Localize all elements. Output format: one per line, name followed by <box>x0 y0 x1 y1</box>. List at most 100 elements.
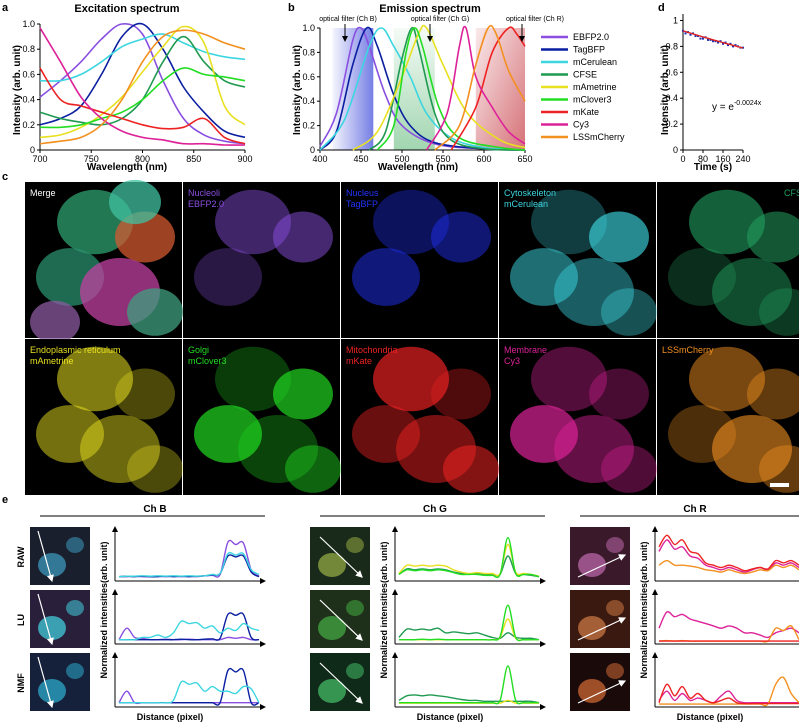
cell-blob <box>115 368 175 420</box>
data-point <box>734 44 737 47</box>
micrograph-label: LSSmCherry <box>662 345 714 355</box>
panel-b-y-tick-label: 0.8 <box>302 47 315 57</box>
legend-label-mclover3: mClover3 <box>573 95 612 105</box>
thumbnail-cell <box>66 537 84 553</box>
micrograph-label: Nucleus <box>346 188 379 198</box>
panel-d-x-tick-label: 240 <box>735 154 750 164</box>
excitation-series-cy3 <box>39 27 246 146</box>
panel-d-y-tick-label: 0.2 <box>665 119 678 129</box>
profile-trace <box>658 624 799 643</box>
panel-b-x-tick-label: 600 <box>476 154 491 164</box>
cell-blob <box>127 288 183 336</box>
row-label: LU <box>16 614 26 626</box>
cell-blob <box>531 346 607 412</box>
excitation-series-ebfp2.0 <box>39 23 246 145</box>
profile-trace <box>118 612 260 641</box>
thumbnail-cell <box>346 537 364 553</box>
profile-trace <box>398 543 540 577</box>
panel-b-legend: EBFP2.0 TagBFP mCerulean CFSE mAmetrine mClov… <box>541 32 625 142</box>
cell-blob <box>215 189 291 255</box>
panel-d-y-tick-label: 0.6 <box>665 67 678 77</box>
profile-trace <box>658 683 799 705</box>
legend-label-tagbfp: TagBFP <box>573 45 605 55</box>
legend-label-mkate: mKate <box>573 107 599 117</box>
cell-blob <box>668 248 736 306</box>
profile-trace <box>118 690 259 705</box>
cell-blob <box>554 258 634 326</box>
cell-blob <box>127 445 183 493</box>
cell-blob <box>510 248 578 306</box>
data-point <box>729 42 732 45</box>
panel-a-x-tick-label: 750 <box>84 154 99 164</box>
data-point <box>724 41 727 44</box>
panel-a-x-tick-label: 800 <box>135 154 150 164</box>
micrograph-label: Membrane <box>504 345 547 355</box>
emission-series-cfse <box>368 26 526 151</box>
profile-trace <box>119 667 260 706</box>
cell-blob <box>601 288 657 336</box>
cell-blob <box>194 405 262 463</box>
profile-ylabel: Normalized intensities(arb. unit) <box>639 541 649 678</box>
micrograph-label: Merge <box>30 188 56 198</box>
profile-trace <box>398 627 540 641</box>
thumbnail-cell <box>318 553 346 577</box>
cell-blob <box>589 211 649 263</box>
panel-a-y-tick-label: 1.0 <box>22 19 35 29</box>
cell-blob <box>373 189 449 255</box>
profile-trace <box>118 554 260 578</box>
excitation-series-mkate <box>39 67 246 145</box>
panel-a-y-tick-label: 0.6 <box>22 69 35 79</box>
micrograph-label: Golgi <box>188 345 209 355</box>
cell-blob <box>431 368 491 420</box>
panel-d-equation: y = e-0.0024x <box>712 100 762 113</box>
profile-trace <box>118 539 260 578</box>
emission-series-mkate <box>450 26 526 151</box>
cell-blob <box>589 368 649 420</box>
panel-letter-d: d <box>658 2 665 14</box>
micrograph-label: mKate <box>346 356 372 366</box>
legend-label-ebfp2.0: EBFP2.0 <box>573 32 609 42</box>
micrograph-label: CFSE <box>784 188 799 198</box>
panel-letter-a: a <box>2 2 9 14</box>
emission-series-tagbfp <box>319 26 526 151</box>
profile-trace <box>118 551 260 578</box>
panel-letter-b: b <box>288 2 295 14</box>
filter-band-0 <box>332 28 374 150</box>
cell-blob <box>238 415 318 483</box>
micrograph-background <box>341 182 498 338</box>
group-title: Ch R <box>683 504 707 515</box>
panel-a-xlabel: Wavelength (nm) <box>87 162 167 173</box>
panel-b-x-tick-label: 450 <box>353 154 368 164</box>
panel-b-x-tick-label: 400 <box>312 154 327 164</box>
data-point <box>694 35 697 38</box>
cell-blob <box>273 211 333 263</box>
cell-blob <box>510 405 578 463</box>
filter-label-chb: optical filter (Ch B) <box>319 16 377 23</box>
cell-blob <box>36 405 104 463</box>
profile-arrow <box>37 593 54 646</box>
excitation-series-lssmcherry <box>39 29 246 145</box>
profile-xlabel: Distance (pixel) <box>417 712 484 722</box>
profile-trace <box>658 611 799 639</box>
panel-b-x-tick-label: 650 <box>517 154 532 164</box>
panel-letter-c: c <box>2 171 8 183</box>
profile-trace <box>118 620 260 641</box>
cell-blob <box>431 211 491 263</box>
panel-d-y-tick-label: 0.8 <box>665 41 678 51</box>
micrograph-label: Mitochondria <box>346 345 398 355</box>
panel-letter-e: e <box>2 494 8 506</box>
data-point <box>709 38 712 41</box>
profile-trace <box>658 559 799 575</box>
thumbnail-cell <box>318 616 346 640</box>
micrograph-label: Endoplasmic reticulum <box>30 345 121 355</box>
cell-blob <box>373 346 449 412</box>
micrograph-label: Cy3 <box>504 356 520 366</box>
panel-a-y-tick-label: 0.8 <box>22 44 35 54</box>
thumbnail-cell <box>578 616 606 640</box>
panel-b-y-tick-label: 1.0 <box>302 23 315 33</box>
panel-d-x-tick-label: 160 <box>715 154 730 164</box>
